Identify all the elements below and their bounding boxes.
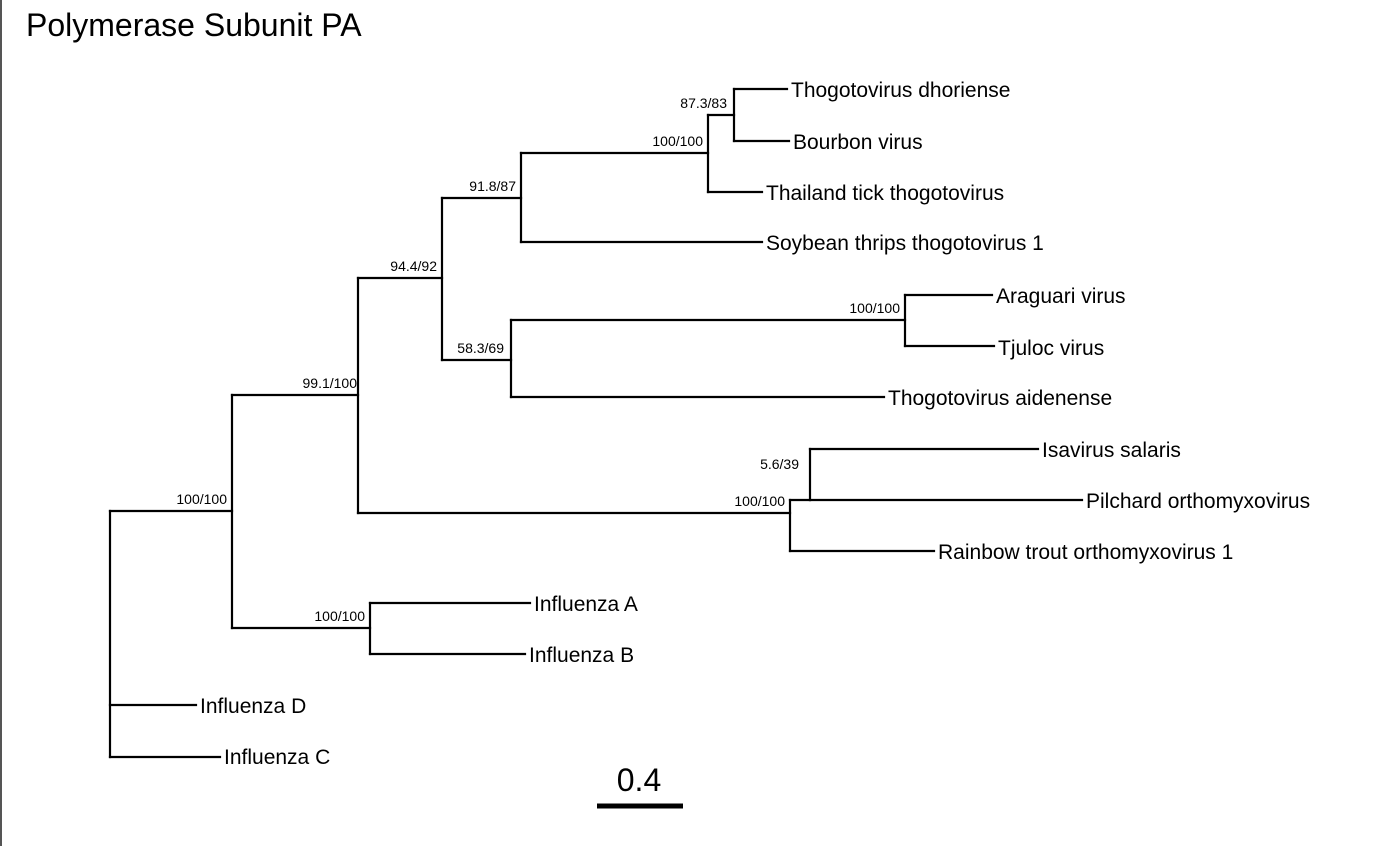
leaf-label: Pilchard orthomyxovirus: [1086, 490, 1310, 513]
leaf-label: Tjuloc virus: [998, 337, 1104, 360]
support-label: 100/100: [176, 491, 227, 507]
leaf-label: Bourbon virus: [793, 131, 923, 154]
tree-title: Polymerase Subunit PA: [26, 7, 362, 43]
leaf-label: Thogotovirus dhoriense: [791, 79, 1010, 102]
leaf-label: Influenza D: [200, 695, 306, 718]
leaf-label: Influenza C: [224, 746, 330, 769]
scale-bar: 0.4: [597, 762, 683, 809]
leaf-label: Soybean thrips thogotovirus 1: [766, 232, 1044, 255]
support-labels: 87.3/83 100/100 91.8/87 94.4/92 100/100 …: [176, 95, 900, 624]
leaf-label: Thailand tick thogotovirus: [766, 182, 1004, 205]
leaf-label: Rainbow trout orthomyxovirus 1: [938, 541, 1233, 564]
leaf-label: Influenza B: [529, 644, 634, 667]
support-label: 5.6/39: [760, 456, 799, 472]
leaf-label: Isavirus salaris: [1042, 439, 1181, 462]
support-label: 100/100: [734, 493, 785, 509]
support-label: 94.4/92: [390, 258, 437, 274]
leaf-label: Thogotovirus aidenense: [888, 387, 1112, 410]
leaf-label: Influenza A: [534, 593, 638, 616]
support-label: 87.3/83: [680, 95, 727, 111]
support-label: 91.8/87: [469, 178, 516, 194]
support-label: 100/100: [652, 133, 703, 149]
tree-branches: [108, 87, 1084, 759]
support-label: 99.1/100: [303, 375, 358, 391]
leaf-label: Araguari virus: [996, 285, 1126, 308]
leaf-labels: Thogotovirus dhoriense Bourbon virus Tha…: [200, 79, 1310, 769]
support-label: 100/100: [849, 300, 900, 316]
scale-bar-label: 0.4: [617, 762, 661, 798]
support-label: 100/100: [314, 608, 365, 624]
image-left-border: [0, 0, 2, 846]
support-label: 58.3/69: [457, 340, 504, 356]
